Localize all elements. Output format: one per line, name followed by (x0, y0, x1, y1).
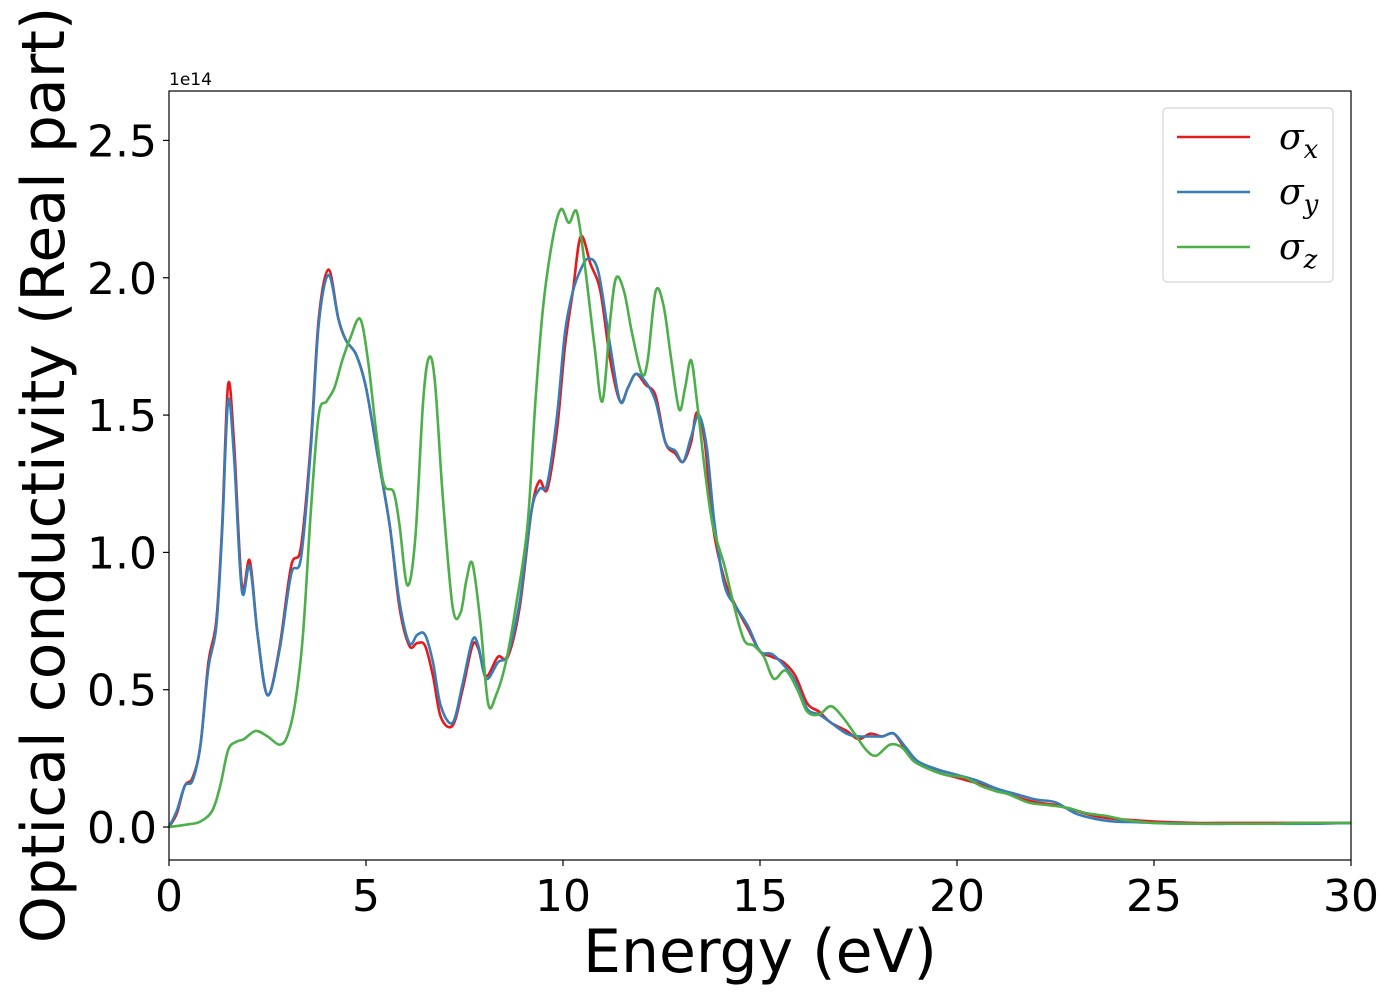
x-tick-label: 30 (1323, 871, 1379, 922)
x-tick-label: 15 (732, 871, 788, 922)
y-tick-label: 0.5 (87, 666, 157, 717)
legend-frame (1162, 107, 1334, 283)
y-axis-label: Optical conductivity (Real part) (9, 7, 79, 944)
series-line-y (167, 257, 1352, 828)
y-tick-label: 2.5 (87, 116, 157, 167)
x-axis-label: Energy (eV) (583, 917, 937, 987)
y-tick-label: 0.0 (87, 803, 157, 854)
y-tick-label: 1.0 (87, 528, 157, 579)
y-axis-ticks: 0.0 0.5 1.0 1.5 2.0 2.5 (87, 116, 169, 854)
x-tick-label: 25 (1126, 871, 1182, 922)
series-layer (167, 207, 1352, 829)
series-line-z (168, 207, 1352, 829)
y-tick-label: 2.0 (87, 254, 157, 305)
plot-background (169, 91, 1351, 860)
x-tick-label: 10 (535, 871, 591, 922)
x-tick-label: 5 (352, 871, 380, 922)
x-tick-label: 20 (929, 871, 985, 922)
x-axis-ticks: 0 5 10 15 20 25 30 (155, 860, 1379, 922)
y-offset-label: 1e14 (169, 70, 212, 90)
x-tick-label: 0 (155, 871, 183, 922)
y-tick-label: 1.5 (87, 391, 157, 442)
